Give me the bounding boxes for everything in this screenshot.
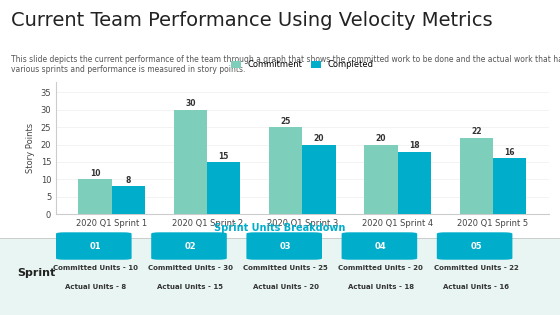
Text: This slide depicts the current performance of the team through a graph that show: This slide depicts the current performan… bbox=[11, 55, 560, 74]
Text: 03: 03 bbox=[280, 242, 291, 250]
Bar bbox=[398, 152, 431, 214]
Bar bbox=[269, 127, 302, 214]
Text: 15: 15 bbox=[218, 152, 229, 161]
Text: Actual Units - 16: Actual Units - 16 bbox=[443, 284, 509, 290]
Text: 20: 20 bbox=[376, 134, 386, 143]
Text: Sprint Units Breakdown: Sprint Units Breakdown bbox=[214, 223, 346, 233]
Bar bbox=[174, 110, 207, 214]
Text: Committed Units - 22: Committed Units - 22 bbox=[433, 265, 519, 271]
Text: 25: 25 bbox=[281, 117, 291, 126]
Text: Committed Units - 10: Committed Units - 10 bbox=[53, 265, 138, 271]
Text: 8: 8 bbox=[126, 176, 131, 185]
Text: 18: 18 bbox=[409, 141, 419, 150]
Bar bbox=[112, 186, 145, 214]
Text: 02: 02 bbox=[185, 242, 196, 250]
Text: Committed Units - 20: Committed Units - 20 bbox=[338, 265, 423, 271]
Text: 10: 10 bbox=[90, 169, 100, 178]
Bar bbox=[207, 162, 240, 214]
FancyBboxPatch shape bbox=[0, 238, 560, 315]
Legend: Commitment, Completed: Commitment, Completed bbox=[228, 57, 377, 73]
Text: 22: 22 bbox=[471, 127, 482, 136]
Bar bbox=[302, 145, 336, 214]
Text: 20: 20 bbox=[314, 134, 324, 143]
Text: Sprint: Sprint bbox=[17, 268, 55, 278]
Text: Actual Units - 8: Actual Units - 8 bbox=[64, 284, 126, 290]
Text: 16: 16 bbox=[505, 148, 515, 157]
FancyBboxPatch shape bbox=[151, 232, 227, 260]
Bar bbox=[493, 158, 526, 214]
Text: 01: 01 bbox=[90, 242, 101, 250]
Text: Committed Units - 30: Committed Units - 30 bbox=[148, 265, 233, 271]
Text: Committed Units - 25: Committed Units - 25 bbox=[243, 265, 328, 271]
Text: Actual Units - 15: Actual Units - 15 bbox=[157, 284, 223, 290]
Text: Actual Units - 20: Actual Units - 20 bbox=[253, 284, 319, 290]
Text: Actual Units - 18: Actual Units - 18 bbox=[348, 284, 414, 290]
Y-axis label: Story Points: Story Points bbox=[26, 123, 35, 173]
Text: 04: 04 bbox=[375, 242, 386, 250]
FancyBboxPatch shape bbox=[56, 232, 132, 260]
Bar bbox=[78, 179, 112, 214]
FancyBboxPatch shape bbox=[437, 232, 512, 260]
Text: Current Team Performance Using Velocity Metrics: Current Team Performance Using Velocity … bbox=[11, 11, 493, 30]
Text: 30: 30 bbox=[185, 99, 195, 108]
FancyBboxPatch shape bbox=[246, 232, 322, 260]
Bar bbox=[365, 145, 398, 214]
Bar bbox=[460, 138, 493, 214]
FancyBboxPatch shape bbox=[342, 232, 417, 260]
Text: 05: 05 bbox=[470, 242, 482, 250]
